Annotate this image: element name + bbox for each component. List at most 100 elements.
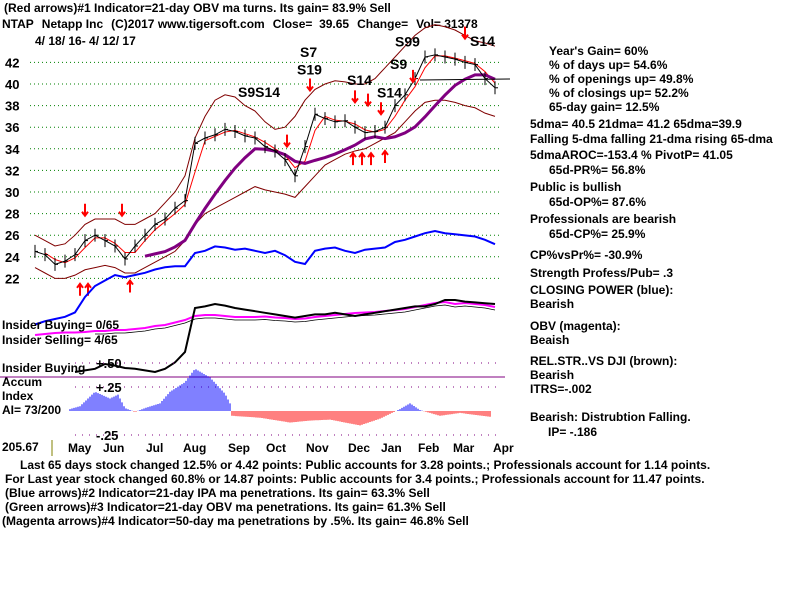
signal-label: S7 xyxy=(300,44,317,60)
month-tick-label: Feb xyxy=(418,441,439,455)
accum-tick-label: -.25 xyxy=(96,428,118,443)
insider-buying: Insider Buying= 0/65 xyxy=(2,318,120,332)
dma-trend: Falling 5-dma falling 21-dma rising 65-d… xyxy=(530,132,773,146)
red-down-arrow xyxy=(351,90,359,105)
accum-tick-label: +.25 xyxy=(96,380,122,395)
days-up: % of days up= 54.6% xyxy=(549,58,668,72)
red-down-arrow xyxy=(283,134,291,149)
volume: Vol= 31378 xyxy=(416,17,478,31)
price-tick-label: 42 xyxy=(5,55,19,70)
insider-buying-2: Insider Buying xyxy=(2,361,86,375)
years-gain: Year's Gain= 60% xyxy=(549,44,649,58)
cp-vs-pr: CP%vsPr%= -30.9% xyxy=(530,248,643,262)
accum-tick-label: +.50 xyxy=(96,356,122,371)
footer-line-4: (Green arrows)#3 Indicator=21-day OBV ma… xyxy=(5,500,446,514)
cp-pct: 65d-CP%= 25.9% xyxy=(549,227,646,241)
red-down-arrow xyxy=(364,93,372,108)
closing-power-value: Bearish xyxy=(530,297,575,311)
corner-value: 205.67 xyxy=(2,440,39,454)
index-label: Index xyxy=(2,389,34,403)
rel-strength-line xyxy=(74,299,496,374)
price-tick-label: 40 xyxy=(5,77,19,92)
red-up-arrow xyxy=(367,151,375,166)
company-name: Netapp Inc xyxy=(41,17,104,31)
indicator-title: (Red arrows)#1 Indicator=21-day OBV ma t… xyxy=(4,1,391,15)
ma65-line xyxy=(144,73,496,258)
obv-ma-line xyxy=(95,304,496,335)
dma-values: 5dma= 40.5 21dma= 41.2 65dma=39.9 xyxy=(530,117,742,131)
close-value: Close= 39.65 xyxy=(272,17,350,31)
signal-label: S19 xyxy=(297,62,322,78)
footer-line-2: For Last year stock changed 60.8% or 14.… xyxy=(5,472,705,486)
price-tick-label: 22 xyxy=(5,271,19,286)
pr-pct: 65d-PR%= 56.8% xyxy=(549,163,646,177)
red-up-arrow xyxy=(358,151,366,166)
footer-line-3: (Blue arrows)#2 Indicator=21-day IPA ma … xyxy=(5,486,430,500)
price-tick-label: 30 xyxy=(5,185,19,200)
red-up-arrow xyxy=(381,149,389,163)
lower-band-line xyxy=(34,99,496,279)
footer-line-5: (Magenta arrows)#4 Indicator=50-day ma p… xyxy=(2,514,469,528)
red-down-arrow xyxy=(81,203,89,218)
price-tick-label: 28 xyxy=(5,207,19,222)
red-up-arrow xyxy=(76,282,84,296)
month-tick-label: Jul xyxy=(146,441,163,455)
price-tick-label: 38 xyxy=(5,99,19,114)
aroc-pivot: 5dmaAROC=-153.4 % PivotP= 41.05 xyxy=(530,148,733,162)
date-range: 4/ 18/ 16- 4/ 12/ 17 xyxy=(35,34,136,48)
ticker: NTAP xyxy=(2,17,34,31)
closing-power-line xyxy=(34,229,496,326)
month-tick-label: Oct xyxy=(266,441,286,455)
red-down-arrow xyxy=(306,78,314,93)
accum-label: Accum xyxy=(2,375,43,389)
closing-power-label: CLOSING POWER (blue): xyxy=(530,283,674,297)
month-tick-label: May xyxy=(68,441,92,455)
month-tick-label: Nov xyxy=(306,441,329,455)
month-tick-label: Jun xyxy=(103,441,124,455)
public-status: Public is bullish xyxy=(530,180,622,194)
price-tick-label: 26 xyxy=(5,228,19,243)
month-tick-label: Apr xyxy=(493,441,514,455)
month-tick-label: Sep xyxy=(228,441,250,455)
price-tick-label: 34 xyxy=(5,142,20,157)
signal-label: S99 xyxy=(395,33,420,49)
relstr-value: Bearish xyxy=(530,368,575,382)
closings-up: % of closings up= 52.2% xyxy=(549,86,689,100)
price-tick-label: 36 xyxy=(5,120,19,135)
month-tick-label: Aug xyxy=(183,441,206,455)
itrs: ITRS=-.002 xyxy=(530,382,592,396)
month-tick-label: Mar xyxy=(453,441,475,455)
close-line xyxy=(34,54,496,265)
pivot-line xyxy=(419,78,511,81)
price-tick-label: 32 xyxy=(5,163,19,178)
header-row: NTAP Netapp Inc (C)2017 www.tigersoft.co… xyxy=(2,17,478,31)
signal-label: S14 xyxy=(347,72,372,88)
upper-band-line xyxy=(34,24,496,247)
red-up-arrow xyxy=(349,151,357,166)
strength-ratio: Strength Profess/Pub= .3 xyxy=(530,266,674,280)
month-tick-label: Jan xyxy=(381,441,402,455)
red-down-arrow xyxy=(377,102,385,116)
signal-label: S9S14 xyxy=(238,84,280,100)
obv-label: OBV (magenta): xyxy=(530,319,621,333)
gain-65: 65-day gain= 12.5% xyxy=(549,100,660,114)
signal-label: S14 xyxy=(470,33,495,49)
relstr-label: REL.STR..VS DJI (brown): xyxy=(530,354,678,368)
footer-line-1: Last 65 days stock changed 12.5% or 4.42… xyxy=(20,458,711,472)
month-tick-label: Dec xyxy=(348,441,370,455)
price-tick-label: 24 xyxy=(5,250,20,265)
ip-value: IP= -.186 xyxy=(548,425,598,439)
copyright: (C)2017 www.tigersoft.com xyxy=(111,17,265,31)
signal-label: S14 xyxy=(377,85,402,101)
openings-up: % of openings up= 49.8% xyxy=(549,72,694,86)
signal-label: S9 xyxy=(390,56,407,72)
accum-status: Bearish: Distrubtion Falling. xyxy=(530,410,691,424)
red-up-arrow xyxy=(126,278,134,293)
insider-selling: Insider Selling= 4/65 xyxy=(2,333,118,347)
professionals-status: Professionals are bearish xyxy=(530,212,677,226)
red-down-arrow xyxy=(118,203,126,218)
change-label: Change= xyxy=(357,17,409,31)
ai-value: AI= 73/200 xyxy=(2,403,62,417)
red-down-arrow xyxy=(461,26,469,41)
